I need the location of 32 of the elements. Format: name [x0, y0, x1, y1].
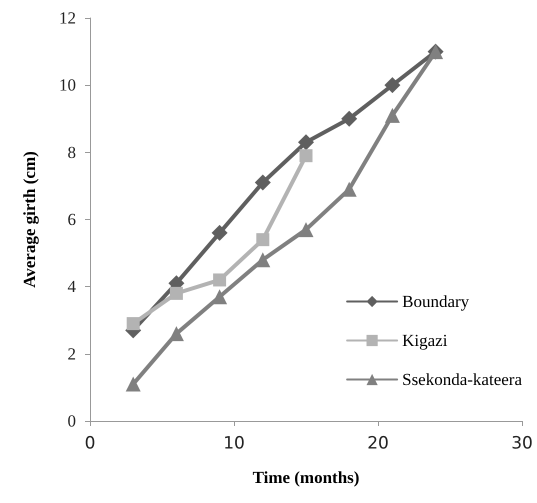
x-tick-label: 0	[84, 434, 96, 454]
point	[212, 289, 228, 304]
point	[168, 326, 184, 342]
y-tick-label: 8	[68, 142, 76, 162]
point	[255, 252, 270, 268]
legend-label: Kigazi	[402, 331, 448, 350]
x-tick-label: 30	[511, 434, 533, 454]
y-tick-label: 6	[68, 210, 76, 229]
point	[341, 110, 358, 127]
point	[298, 222, 314, 238]
y-axis-title: Average girth (cm)	[20, 151, 39, 288]
legend-label: Boundary	[402, 292, 470, 311]
point	[126, 317, 140, 330]
point	[300, 149, 312, 162]
point	[170, 286, 183, 300]
point	[213, 273, 226, 286]
point	[256, 233, 270, 246]
y-tick-label: 10	[59, 76, 76, 95]
y-tick-label: 4	[68, 277, 76, 296]
x-axis-title: Time (months)	[252, 468, 360, 487]
y-tick-label: 2	[68, 344, 76, 364]
y-tick-label: 0	[68, 412, 76, 430]
x-tick-label: 20	[367, 434, 389, 454]
point	[126, 376, 141, 392]
point	[254, 174, 271, 191]
point	[384, 77, 400, 94]
x-tick-label: 10	[223, 434, 245, 454]
y-tick-label: 12	[59, 8, 76, 28]
point	[212, 224, 228, 241]
legend-label: Ssekonda-kateera	[402, 370, 522, 389]
point	[298, 134, 314, 150]
point	[384, 108, 400, 123]
